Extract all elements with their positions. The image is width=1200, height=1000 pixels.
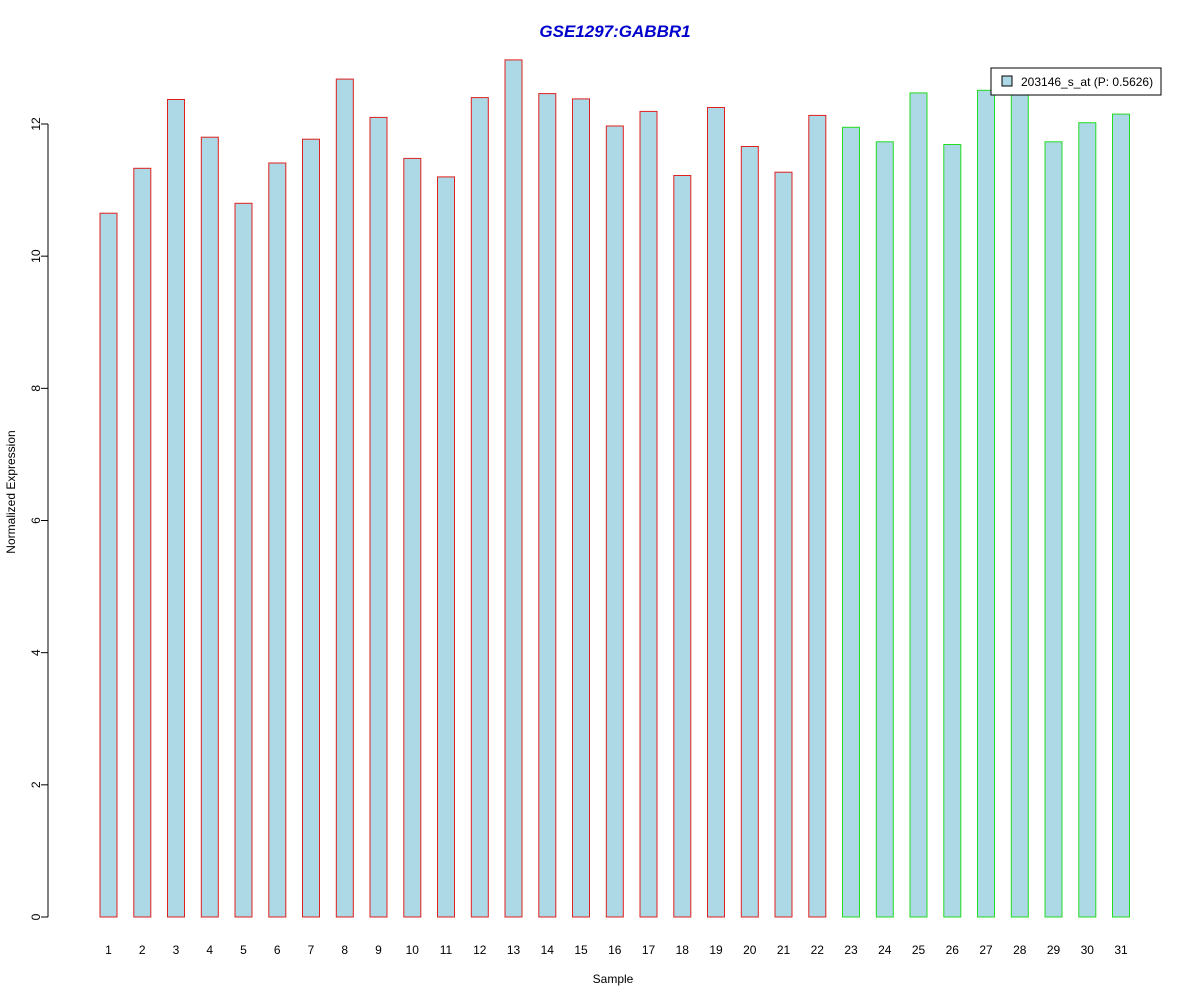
y-axis-label: Normalized Expression <box>4 430 18 553</box>
legend: 203146_s_at (P: 0.5626) <box>990 67 1162 96</box>
bar-sample-11 <box>437 176 455 918</box>
x-tick-label: 14 <box>541 943 555 957</box>
x-tick-label: 3 <box>173 943 180 957</box>
bar-sample-30 <box>1078 122 1097 918</box>
bar-sample-16 <box>605 125 624 918</box>
x-tick-label: 25 <box>912 943 926 957</box>
x-tick-label: 16 <box>608 943 622 957</box>
bar-sample-28 <box>1010 91 1029 918</box>
x-tick-label: 28 <box>1013 943 1027 957</box>
x-tick-label: 8 <box>341 943 348 957</box>
x-tick-label: 29 <box>1047 943 1061 957</box>
bar-sample-24 <box>875 141 894 918</box>
x-tick-label: 17 <box>642 943 656 957</box>
x-tick-label: 7 <box>308 943 315 957</box>
x-tick-label: 6 <box>274 943 281 957</box>
x-tick-label: 1 <box>105 943 112 957</box>
bar-sample-14 <box>538 93 557 918</box>
x-tick-label: 10 <box>406 943 420 957</box>
chart-title: GSE1297:GABBR1 <box>539 22 690 41</box>
x-tick-label: 21 <box>777 943 791 957</box>
bar-sample-23 <box>842 126 860 918</box>
y-axis: 0 2 4 6 8 10 12 <box>29 117 49 920</box>
x-tick-label: 30 <box>1081 943 1095 957</box>
x-tick-label: 27 <box>979 943 993 957</box>
x-tick-label: 5 <box>240 943 247 957</box>
bar-sample-1 <box>99 212 118 918</box>
legend-box <box>990 67 1162 96</box>
x-tick-label: 20 <box>743 943 757 957</box>
bar-sample-15 <box>572 98 590 918</box>
y-tick-label: 4 <box>29 649 43 656</box>
bar-sample-3 <box>167 99 185 918</box>
y-tick-label: 6 <box>29 517 43 524</box>
bar-sample-2 <box>133 167 152 918</box>
bar-sample-13 <box>504 59 523 918</box>
bars <box>99 59 1130 918</box>
x-tick-label: 24 <box>878 943 892 957</box>
bar-sample-21 <box>774 171 793 918</box>
x-tick-label: 31 <box>1114 943 1128 957</box>
legend-label: 203146_s_at (P: 0.5626) <box>1021 75 1153 89</box>
x-axis-label: Sample <box>593 972 634 986</box>
bar-sample-8 <box>335 78 354 918</box>
x-tick-label: 11 <box>440 943 453 957</box>
bar-sample-26 <box>943 144 962 918</box>
bar-sample-25 <box>909 92 928 918</box>
bar-sample-12 <box>470 97 489 918</box>
x-tick-labels: 1 2 3 4 5 6 7 8 9 10 11 12 13 14 15 16 17 18 19 20 21 22 23 24 2… <box>105 943 1128 957</box>
x-tick-label: 18 <box>676 943 690 957</box>
x-tick-label: 2 <box>139 943 146 957</box>
bar-sample-6 <box>268 162 287 918</box>
x-tick-label: 4 <box>206 943 213 957</box>
y-tick-label: 12 <box>29 117 43 131</box>
y-tick-label: 8 <box>29 385 43 392</box>
x-tick-label: 26 <box>946 943 960 957</box>
bar-sample-4 <box>200 136 219 918</box>
bar-sample-19 <box>707 107 725 918</box>
x-tick-label: 22 <box>811 943 825 957</box>
bar-sample-5 <box>234 202 253 918</box>
x-tick-label: 12 <box>473 943 487 957</box>
bar-sample-9 <box>369 116 388 918</box>
x-tick-label: 9 <box>375 943 382 957</box>
bar-sample-29 <box>1044 141 1063 918</box>
bar-sample-27 <box>977 89 995 918</box>
x-tick-label: 23 <box>844 943 858 957</box>
legend-swatch <box>1001 75 1013 87</box>
bar-sample-31 <box>1112 113 1130 918</box>
x-tick-label: 19 <box>709 943 723 957</box>
y-tick-label: 10 <box>29 249 43 263</box>
bar-sample-20 <box>740 146 759 918</box>
bar-sample-22 <box>808 114 827 918</box>
bar-sample-7 <box>302 138 320 918</box>
bar-sample-10 <box>403 157 422 918</box>
y-tick-label: 2 <box>29 781 43 788</box>
x-tick-label: 13 <box>507 943 521 957</box>
bar-sample-17 <box>639 110 658 918</box>
x-tick-label: 15 <box>574 943 588 957</box>
bar-sample-18 <box>673 175 692 918</box>
y-tick-label: 0 <box>29 913 43 920</box>
